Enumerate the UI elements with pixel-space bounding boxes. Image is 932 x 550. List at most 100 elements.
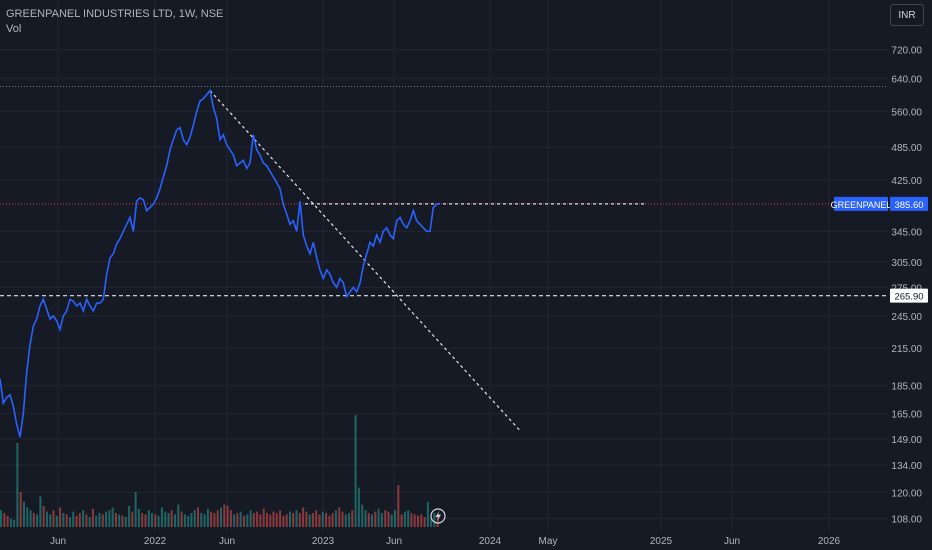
price-flags: GREENPANEL 385.60 265.90: [831, 196, 928, 303]
volume-bar: [3, 513, 6, 527]
volume-bar: [134, 492, 137, 527]
volume-bar: [85, 514, 88, 527]
volume-bar: [292, 513, 295, 527]
y-tick-label: 185.00: [891, 381, 922, 392]
volume-bar: [259, 514, 262, 527]
x-tick-label: Jun: [50, 536, 66, 547]
volume-bar: [252, 513, 255, 527]
volume-bar: [275, 513, 278, 527]
volume-bar: [325, 513, 328, 527]
volume-bar: [351, 510, 354, 527]
volume-bar: [436, 515, 439, 527]
volume-bar: [318, 514, 321, 527]
y-tick-label: 305.00: [891, 258, 922, 269]
volume-bar: [98, 513, 101, 527]
y-tick-label: 720.00: [891, 46, 922, 57]
symbol-flag: [834, 196, 888, 211]
support-flag-label: 265.90: [894, 292, 923, 303]
volume-bar: [295, 510, 298, 527]
time-axis[interactable]: Jun 2022 Jun 2023 Jun 2024 May 2025 Jun 2026: [50, 536, 841, 547]
y-tick-label: 215.00: [891, 344, 922, 355]
volume-bar: [364, 510, 367, 527]
volume-bar: [246, 514, 249, 527]
volume-bar: [32, 513, 35, 527]
volume-bar: [371, 514, 373, 527]
volume-bar: [400, 514, 403, 527]
volume-bar: [72, 511, 75, 527]
volume-bar: [377, 508, 380, 527]
volume-bar: [65, 514, 68, 527]
volume-bar: [82, 510, 85, 527]
currency-button[interactable]: INR: [890, 4, 924, 26]
volume-bar: [226, 506, 229, 527]
volume-bar: [114, 513, 117, 527]
volume-bar: [49, 514, 52, 527]
volume-bar: [78, 513, 81, 527]
volume-bar: [128, 506, 131, 527]
volume-bar: [344, 514, 347, 527]
volume-bar: [154, 514, 157, 527]
volume-bar: [220, 507, 222, 527]
volume-bar: [69, 517, 71, 527]
x-tick-label: 2023: [312, 536, 335, 547]
x-tick-label: 2026: [818, 536, 841, 547]
volume-bar: [9, 518, 12, 527]
lightning-icon[interactable]: [430, 508, 446, 524]
volume-bar: [131, 511, 134, 527]
volume-bar: [160, 507, 163, 527]
volume-bar: [121, 515, 124, 527]
volume-bar: [190, 513, 193, 527]
volume-label: Vol: [6, 23, 22, 35]
x-tick-label: Jun: [219, 536, 235, 547]
volume-bar: [157, 515, 160, 527]
volume-bar: [361, 504, 364, 527]
price-series-line: [0, 88, 441, 438]
y-tick-label: 485.00: [891, 143, 922, 154]
volume-bar: [348, 513, 351, 527]
volume-bar: [417, 515, 419, 527]
volume-bar: [174, 514, 176, 527]
volume-bar: [397, 485, 400, 527]
volume-bar: [279, 510, 282, 527]
volume-bar: [387, 511, 390, 527]
volume-bars: [0, 415, 439, 527]
volume-bar: [305, 511, 308, 527]
volume-bar: [147, 510, 150, 527]
volume-bar: [403, 511, 406, 527]
volume-bar: [380, 513, 383, 527]
volume-bar: [183, 514, 186, 527]
volume-bar: [95, 515, 98, 527]
volume-bar: [16, 443, 19, 527]
volume-bar: [272, 511, 275, 527]
volume-bar: [111, 507, 114, 527]
volume-bar: [124, 517, 127, 527]
volume-bar: [108, 510, 111, 527]
volume-bar: [374, 511, 377, 527]
volume-bar: [302, 507, 305, 527]
volume-bar: [410, 513, 413, 527]
volume-bar: [197, 507, 199, 527]
volume-bar: [390, 514, 393, 527]
volume-bar: [384, 510, 387, 527]
volume-bar: [311, 513, 314, 527]
volume-bar: [341, 511, 344, 527]
volume-bar: [249, 510, 252, 527]
last-price-flag: [890, 196, 928, 211]
volume-bar: [269, 514, 272, 527]
volume-bar: [285, 514, 288, 527]
volume-bar: [236, 513, 239, 527]
volume-bar: [151, 513, 153, 527]
volume-bar: [187, 515, 190, 527]
volume-bar: [206, 508, 209, 527]
y-tick-label: 345.00: [891, 227, 922, 238]
volume-bar: [233, 514, 236, 527]
volume-bar: [59, 507, 62, 527]
price-axis[interactable]: 720.00 640.00 560.00 485.00 425.00 345.00 305.…: [891, 46, 922, 526]
last-price-label: 385.60: [894, 200, 923, 211]
x-tick-label: Jun: [724, 536, 740, 547]
y-tick-label: 245.00: [891, 312, 922, 323]
volume-bar: [394, 510, 396, 527]
volume-bar: [164, 511, 167, 527]
